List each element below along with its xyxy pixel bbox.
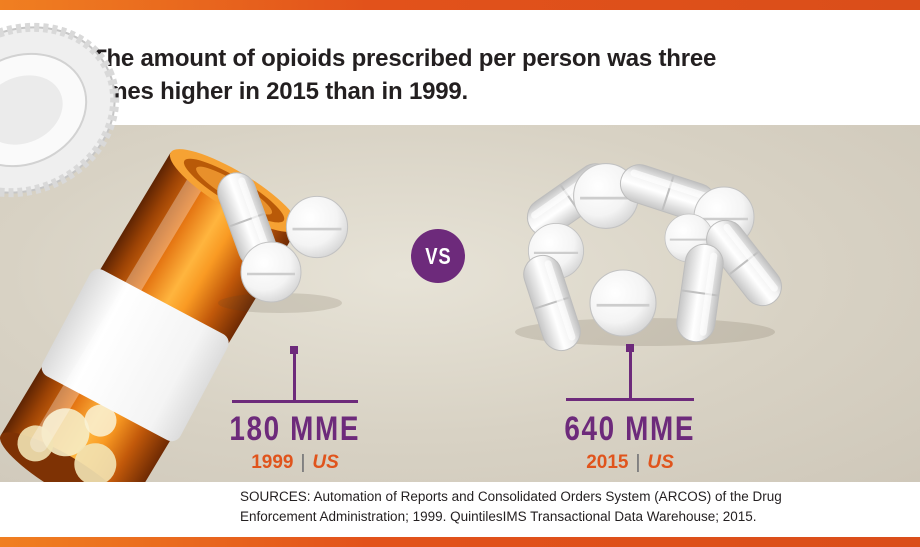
stat-value-2015: 640 MME xyxy=(564,410,696,448)
marker-stem-2015 xyxy=(629,350,632,400)
sources-text: SOURCES: Automation of Reports and Conso… xyxy=(240,489,782,524)
stat-2015: 640 MME 2015 | US xyxy=(510,410,750,474)
vs-badge: VS xyxy=(411,229,465,283)
marker-baseline-1999 xyxy=(232,400,358,403)
beige-band xyxy=(0,125,920,482)
bottom-accent-bar xyxy=(0,537,920,547)
stat-region-2015: US xyxy=(647,452,674,473)
stat-value-1999: 180 MME xyxy=(229,410,361,448)
top-accent-bar xyxy=(0,0,920,10)
marker-node-1999 xyxy=(290,346,298,354)
headline: The amount of opioids prescribed per per… xyxy=(92,42,716,108)
marker-baseline-2015 xyxy=(566,398,694,401)
headline-line2: times higher in 2015 than in 1999. xyxy=(92,78,469,105)
stat-caption-1999: 1999 | US xyxy=(175,452,415,474)
marker-stem-1999 xyxy=(293,352,296,402)
marker-node-2015 xyxy=(626,344,634,352)
stat-region-1999: US xyxy=(312,452,339,473)
stat-separator: | xyxy=(300,452,306,473)
stat-separator: | xyxy=(635,452,641,473)
headline-line1: The amount of opioids prescribed per per… xyxy=(92,45,717,72)
stat-caption-2015: 2015 | US xyxy=(510,452,750,474)
stat-year-1999: 1999 xyxy=(251,452,294,473)
stat-year-2015: 2015 xyxy=(586,452,629,473)
stat-1999: 180 MME 1999 | US xyxy=(175,410,415,474)
vs-label: VS xyxy=(424,242,452,269)
